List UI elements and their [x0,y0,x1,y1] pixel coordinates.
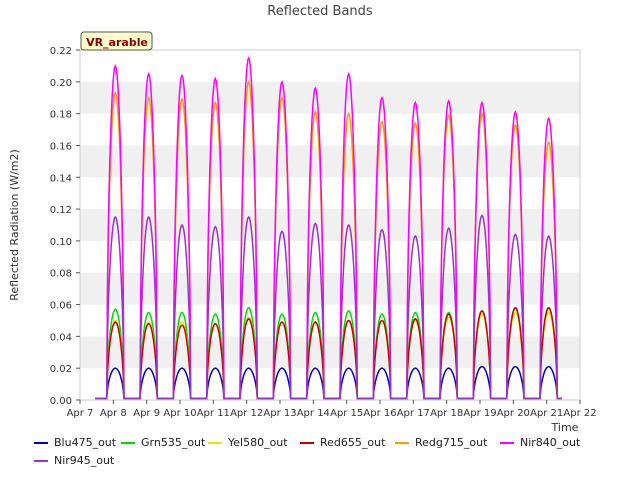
x-axis-label: Time [551,421,579,434]
series-line-blu475-out [95,365,562,400]
y-axis-ticks: 0.00 0.02 0.04 0.06 0.08 0.10 0.12 0.14 0.16 0.18… [50,46,80,407]
x-tick-label: Apr 13 [263,408,296,419]
legend-label: Nir945_out [54,454,115,467]
legend-label: Yel580_out [228,436,288,449]
x-tick-label: Apr 17 [397,408,430,419]
y-tick-label: 0.14 [50,173,72,184]
x-tick-label: Apr 7 [67,408,94,419]
x-axis-ticks: Apr 7 Apr 8 Apr 9 Apr 10 Apr 11 Apr 12 Apr 13 A… [67,400,597,419]
grid-band [80,145,580,178]
annotation-label: VR_arable [86,36,148,49]
legend-label: Nir840_out [520,436,581,449]
legend-swatch [395,441,409,444]
x-tick-label: Apr 14 [297,408,330,419]
legend-swatch [500,441,514,444]
x-tick-label: Apr 11 [197,408,230,419]
grid-band [80,336,580,369]
y-tick-label: 0.16 [50,141,72,152]
legend-swatch [208,441,222,444]
legend-item: Redg715_out [395,436,487,449]
x-tick-label: Apr 8 [100,408,127,419]
y-tick-label: 0.12 [50,205,72,216]
y-axis-label: Reflected Radiation (W/m2) [8,149,21,301]
x-tick-label: Apr 16 [363,408,396,419]
y-tick-label: 0.10 [50,237,72,248]
plot-frame [79,49,581,401]
legend-label: Red655_out [320,436,386,449]
grid-band [80,209,580,241]
legend-item: Nir945_out [34,454,114,467]
legend-swatch [121,441,135,444]
x-tick-label: Apr 10 [163,408,196,419]
legend-label: Blu475_out [54,436,117,449]
legend-item: Nir840_out [500,436,580,449]
series-line-nir945-out [95,214,562,400]
legend-label: Grn535_out [141,436,206,449]
legend-item: Blu475_out [34,436,116,449]
legend-item: Grn535_out [121,436,205,449]
y-tick-label: 0.18 [50,110,72,121]
legend-label: Redg715_out [415,436,488,449]
legend-item: Red655_out [300,436,385,449]
legend-swatch [34,459,48,462]
annotation-box: VR_arable [80,31,153,51]
x-tick-label: Apr 20 [497,408,530,419]
grid-band [80,81,580,114]
chart-title: Reflected Bands [267,4,373,19]
x-tick-label: Apr 18 [430,408,463,419]
grid-bands [80,81,580,369]
y-tick-label: 0.22 [50,46,72,57]
x-tick-label: Apr 9 [133,408,160,419]
y-tick-label: 0.06 [50,301,72,312]
x-tick-label: Apr 19 [463,408,496,419]
x-tick-label: Apr 22 [563,408,596,419]
series-lines [95,56,562,400]
legend-swatch [34,441,48,444]
y-tick-label: 0.20 [50,78,72,89]
x-tick-label: Apr 15 [330,408,363,419]
legend-item: Yel580_out [208,436,288,449]
y-tick-label: 0.00 [50,396,72,407]
y-tick-label: 0.08 [50,269,72,280]
grid-band [80,272,580,305]
y-tick-label: 0.02 [50,364,72,375]
legend-swatch [300,441,314,444]
x-tick-label: Apr 21 [530,408,563,419]
y-tick-label: 0.04 [50,332,72,343]
x-tick-label: Apr 12 [230,408,263,419]
